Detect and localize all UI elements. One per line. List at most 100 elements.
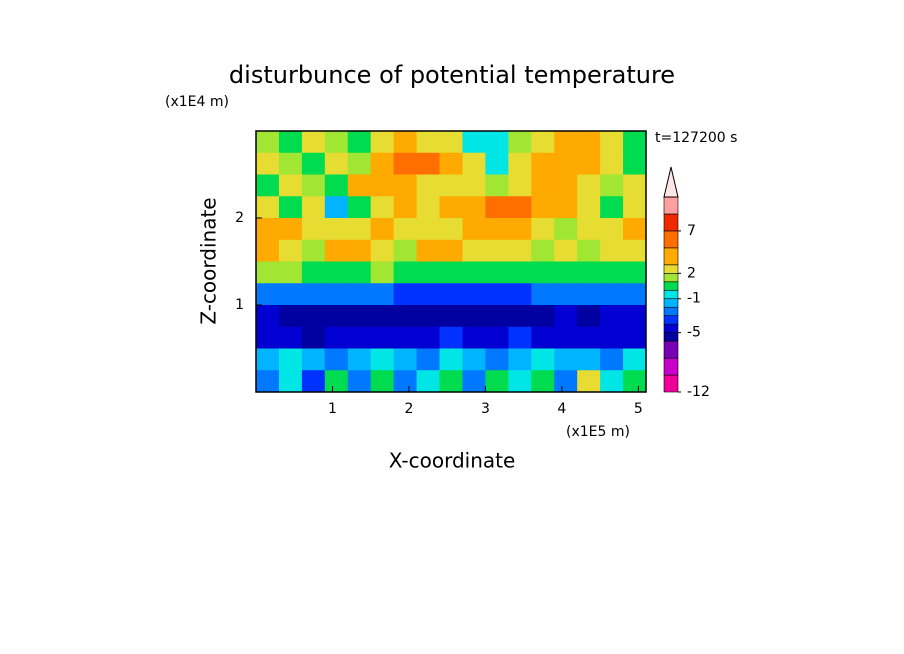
contour-cell — [600, 326, 624, 349]
contour-cell — [577, 218, 601, 241]
contour-cell — [393, 152, 418, 175]
colorbar-extend — [663, 166, 679, 198]
contour-cell — [462, 370, 486, 393]
chart-title: disturbunce of potential temperature — [229, 61, 675, 89]
contour-cell — [508, 370, 532, 393]
contour-cell — [623, 283, 647, 306]
contour-cell — [301, 305, 326, 328]
contour-cell — [347, 370, 372, 393]
contour-cell — [256, 261, 280, 284]
contour-cell — [623, 218, 647, 241]
contour-cell — [370, 305, 395, 328]
contour-cell — [370, 261, 395, 284]
contour-cell — [256, 196, 280, 219]
contour-cell — [393, 348, 418, 371]
contour-cell — [301, 218, 326, 241]
contour-cell — [301, 348, 326, 371]
contour-cell — [462, 283, 486, 306]
contour-cell — [531, 196, 555, 219]
contour-field — [256, 131, 647, 393]
contour-cell — [577, 152, 601, 175]
contour-cell — [531, 261, 555, 284]
contour-cell — [278, 305, 303, 328]
contour-cell — [370, 239, 395, 262]
contour-cell — [416, 370, 441, 393]
contour-cell — [393, 326, 418, 349]
contour-cell — [347, 218, 372, 241]
contour-cell — [324, 239, 349, 262]
contour-cell — [439, 174, 463, 197]
contour-cell — [531, 239, 555, 262]
contour-cell — [439, 283, 463, 306]
contour-cell — [301, 370, 326, 393]
contour-cell — [347, 196, 372, 219]
contour-cell — [256, 218, 280, 241]
contour-cell — [256, 326, 280, 349]
contour-cell — [416, 326, 441, 349]
contour-cell — [256, 305, 280, 328]
contour-cell — [531, 283, 555, 306]
contour-cell — [347, 131, 372, 154]
contour-cell — [554, 174, 578, 197]
contour-cell — [416, 152, 441, 175]
contour-cell — [462, 305, 486, 328]
colorbar-segment — [663, 273, 679, 283]
contour-cell — [577, 174, 601, 197]
contour-cell — [301, 174, 326, 197]
contour-cell — [301, 152, 326, 175]
contour-cell — [439, 305, 463, 328]
contour-cell — [256, 283, 280, 306]
contour-cell — [508, 152, 532, 175]
contour-cell — [623, 326, 647, 349]
colorbar-segment — [663, 323, 679, 333]
contour-cell — [577, 131, 601, 154]
colorbar-segment — [663, 298, 679, 308]
contour-cell — [278, 196, 303, 219]
contour-cell — [324, 348, 349, 371]
contour-cell — [462, 196, 486, 219]
contour-cell — [393, 218, 418, 241]
colorbar-segment — [663, 247, 679, 266]
contour-cell — [623, 305, 647, 328]
contour-cell — [324, 370, 349, 393]
contour-cell — [439, 239, 463, 262]
contour-cell — [370, 131, 395, 154]
contour-cell — [439, 218, 463, 241]
contour-cell — [485, 283, 509, 306]
contour-cell — [554, 348, 578, 371]
contour-cell — [485, 305, 509, 328]
contour-cell — [531, 131, 555, 154]
contour-cell — [554, 283, 578, 306]
contour-cell — [393, 305, 418, 328]
contour-cell — [324, 305, 349, 328]
x-tick-label: 2 — [404, 401, 413, 417]
contour-cell — [623, 131, 647, 154]
contour-cell — [600, 196, 624, 219]
colorbar-segment — [663, 332, 679, 342]
contour-cell — [462, 218, 486, 241]
contour-cell — [531, 370, 555, 393]
contour-cell — [347, 261, 372, 284]
contour-cell — [370, 196, 395, 219]
contour-cell — [554, 196, 578, 219]
contour-cell — [508, 305, 532, 328]
contour-cell — [600, 131, 624, 154]
contour-cell — [554, 370, 578, 393]
contour-cell — [531, 305, 555, 328]
contour-cell — [393, 239, 418, 262]
contour-cell — [278, 152, 303, 175]
colorbar-segment — [663, 357, 679, 376]
contour-cell — [324, 196, 349, 219]
contour-cell — [462, 174, 486, 197]
contour-cell — [256, 174, 280, 197]
axes: 1 2 3 4 5 1 2 — [235, 130, 647, 417]
contour-cell — [439, 370, 463, 393]
contour-cell — [347, 326, 372, 349]
contour-cell — [416, 305, 441, 328]
contour-cell — [439, 152, 463, 175]
contour-cell — [393, 261, 418, 284]
colorbar-tick-label: 7 — [687, 223, 696, 239]
contour-cell — [623, 348, 647, 371]
contour-cell — [577, 283, 601, 306]
contour-cell — [301, 326, 326, 349]
